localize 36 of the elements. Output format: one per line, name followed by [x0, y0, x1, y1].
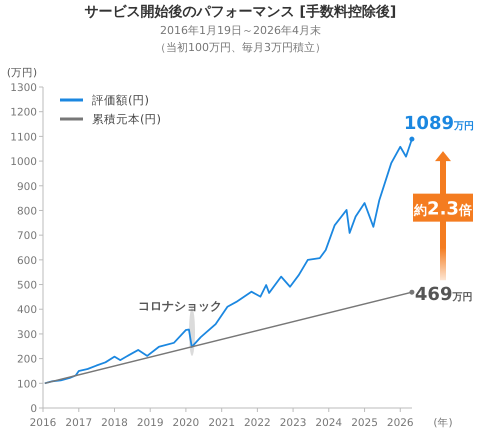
x-tick-label: 2021 [208, 417, 236, 429]
x-tick-label: 2026 [386, 417, 414, 429]
y-tick-label: 900 [16, 180, 37, 193]
x-axis-title: (年) [433, 417, 453, 429]
text: （当初100万円、毎月3万円積立） [155, 41, 326, 54]
y-tick-label: 700 [16, 230, 37, 242]
annotation: コロナショック [138, 299, 222, 313]
y-tick-label: 600 [16, 254, 37, 267]
x-tick-label: 2024 [315, 417, 342, 429]
y-axis-title: (万円) [6, 67, 38, 79]
text: 約2.3倍 [413, 198, 472, 220]
data-label: 469万円 [414, 284, 472, 306]
y-tick-label: 800 [16, 205, 37, 218]
y-tick-label: 0 [30, 403, 37, 415]
x-tick-label: 2022 [244, 417, 271, 429]
x-tick-label: 2020 [172, 417, 200, 429]
y-tick-label: 200 [16, 354, 37, 366]
x-tick-label: 2019 [136, 417, 164, 429]
y-tick-label: 500 [16, 280, 37, 292]
chart-subtitle: 2016年1月19日～2026年4月末 [160, 24, 321, 37]
y-tick-label: 1100 [10, 131, 37, 144]
y-tick-label: 1200 [10, 106, 37, 119]
data-label: 1089万円 [404, 113, 474, 134]
x-tick-label: 2023 [280, 417, 306, 429]
y-tick-label: 1300 [10, 82, 37, 94]
legend-label: 評価額(円) [92, 93, 149, 107]
chart-title: サービス開始後のパフォーマンス [手数料控除後] [84, 3, 396, 20]
legend-label: 累積元本(円) [92, 112, 161, 126]
y-tick-label: 1000 [10, 156, 37, 168]
x-tick-label: 2025 [351, 417, 378, 429]
y-tick-label: 300 [16, 328, 37, 341]
x-tick-label: 2016 [30, 417, 57, 429]
x-tick-label: 2017 [65, 417, 92, 429]
y-tick-label: 100 [16, 378, 37, 390]
x-tick-label: 2018 [101, 417, 128, 429]
y-tick-label: 400 [16, 304, 37, 316]
